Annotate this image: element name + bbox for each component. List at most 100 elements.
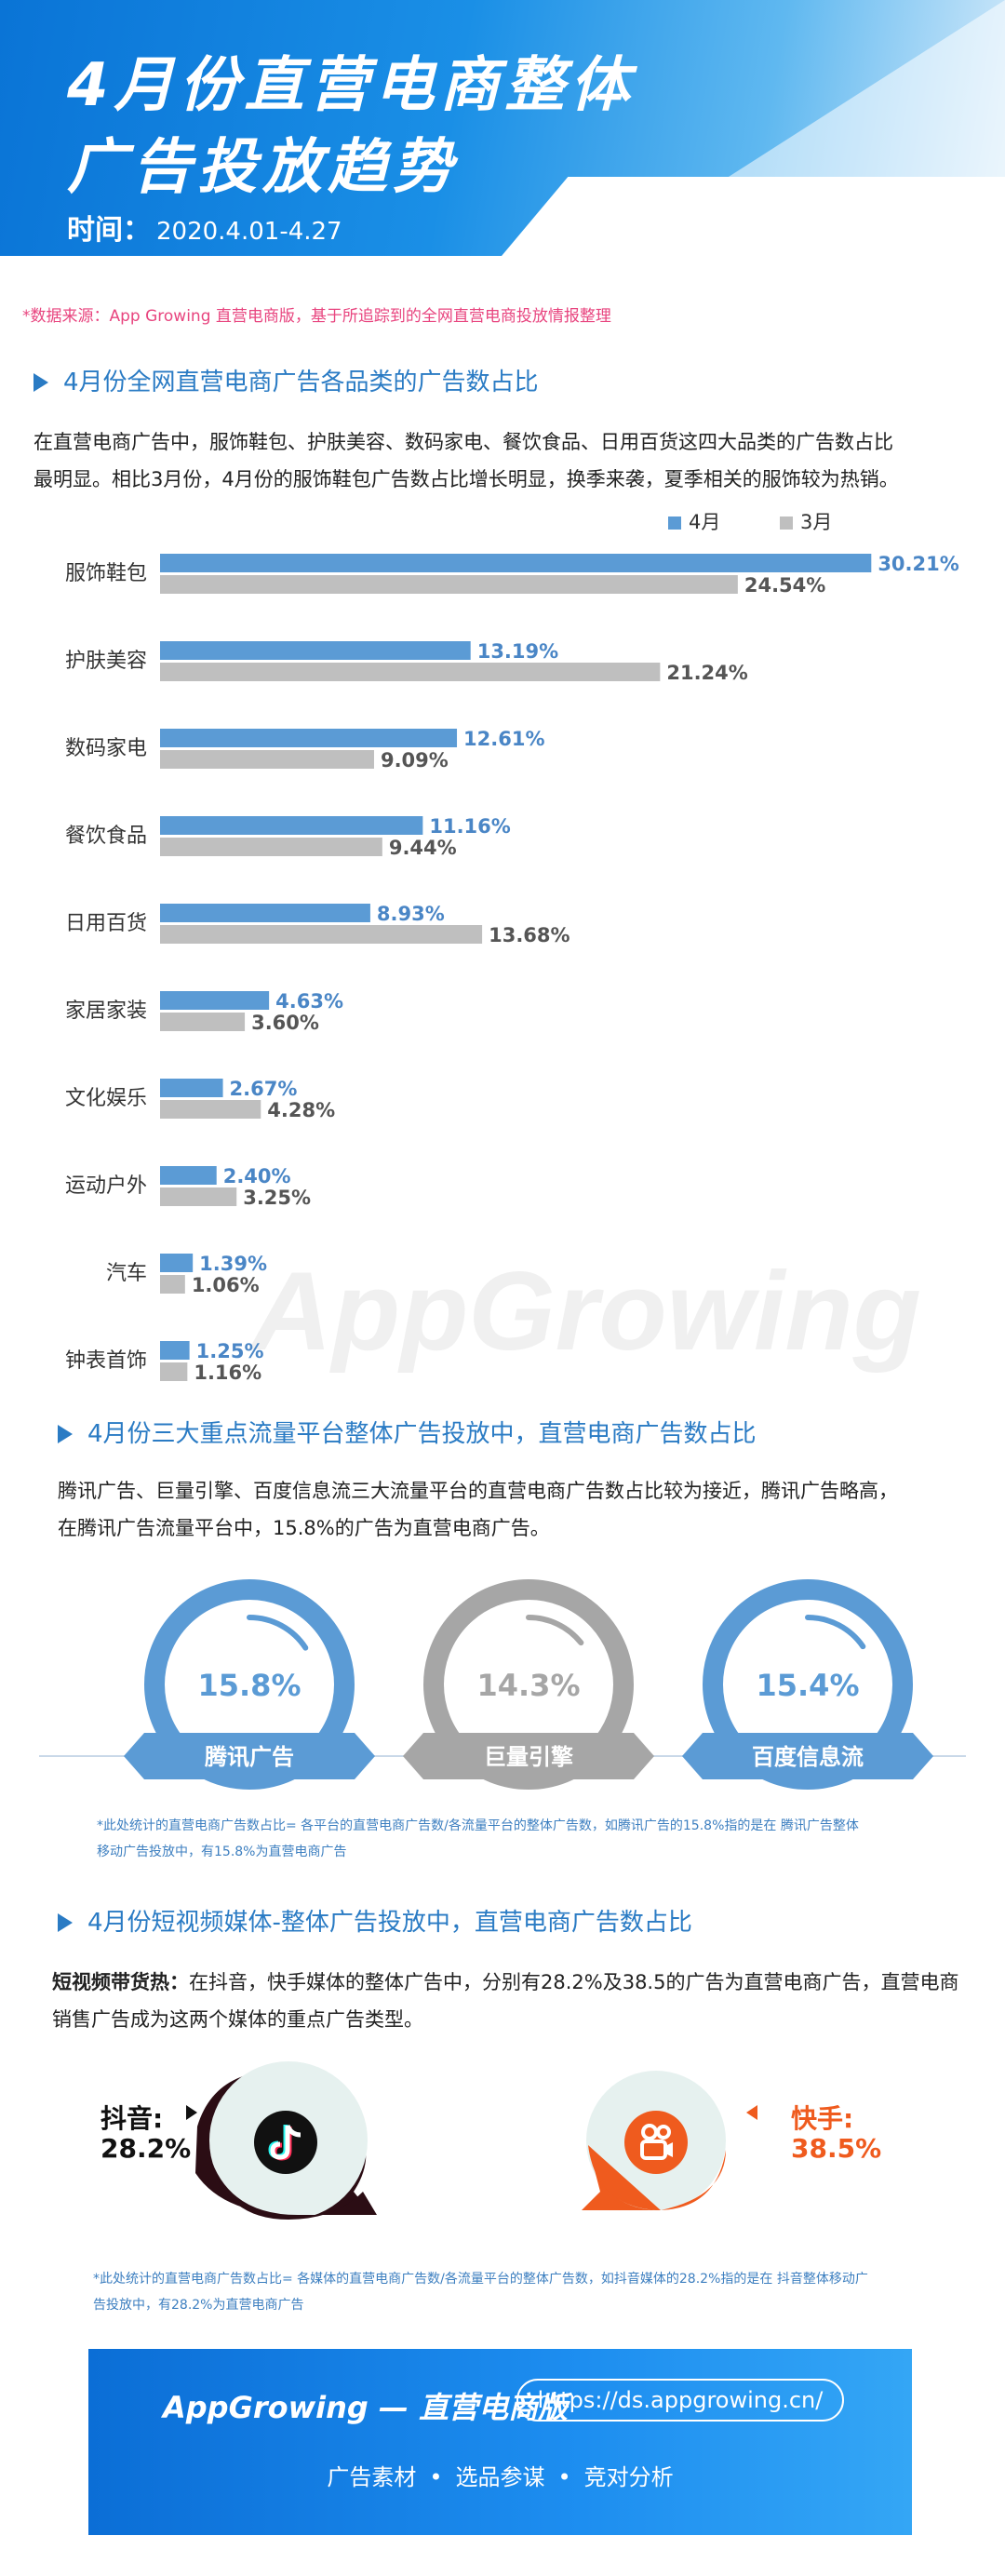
footer-url-link[interactable]: https://ds.appgrowing.cn/ xyxy=(516,2379,844,2422)
category-label: 钟表首饰 xyxy=(65,1349,147,1373)
platform-labels: 腾讯广告 巨量引擎 百度信息流 xyxy=(124,1733,933,1779)
triangle-bullet-icon xyxy=(58,1425,73,1443)
section3-para-bold: 短视频带货热： xyxy=(52,1971,189,1993)
data-label: 2.67% xyxy=(230,1078,298,1100)
section3-title: 4月份短视频媒体-整体广告投放中，直营电商广告数占比 xyxy=(58,1903,692,1938)
section1-title-text: 4月份全网直营电商广告各品类的广告数占比 xyxy=(63,369,539,396)
bar-march xyxy=(160,925,483,944)
donut-baidu: 15.4% xyxy=(696,1573,919,1796)
category-label: 护肤美容 xyxy=(65,650,147,673)
footer-links: 广告素材 • 选品参谋 • 竞对分析 xyxy=(88,2459,912,2491)
platform-tag xyxy=(403,1733,654,1779)
douyin-value: 28.2% xyxy=(100,2133,192,2164)
legend-swatch xyxy=(668,517,681,530)
bar-april xyxy=(160,1079,223,1097)
bar-march xyxy=(160,1275,185,1294)
data-label: 4.28% xyxy=(267,1099,335,1121)
section2-paragraph: 腾讯广告、巨量引擎、百度信息流三大流量平台的直营电商广告数占比较为接近，腾讯广告… xyxy=(58,1472,898,1547)
kuaishou-bubble-tail xyxy=(582,2145,726,2210)
footer-link-selection[interactable]: 选品参谋 xyxy=(455,2464,545,2490)
category-label: 文化娱乐 xyxy=(65,1087,147,1110)
footer-link-competitor[interactable]: 竞对分析 xyxy=(583,2464,674,2490)
triangle-bullet-icon xyxy=(58,1913,73,1932)
kuaishou-logo-icon xyxy=(624,2111,688,2174)
category-label: 服饰鞋包 xyxy=(65,562,147,585)
data-label: 3.25% xyxy=(243,1187,311,1209)
data-label: 1.39% xyxy=(199,1253,267,1275)
donut-share-arc xyxy=(805,1615,866,1650)
watermark-text: AppGrowing xyxy=(248,1249,921,1374)
bar-march xyxy=(160,663,661,681)
legend-swatch xyxy=(780,517,793,530)
bar-april xyxy=(160,554,872,572)
section3-para-rest: 在抖音，快手媒体的整体广告中，分别有28.2%及38.5的广告为直营电商广告，直… xyxy=(189,1971,959,1993)
section3-note-line2: 告投放中，有28.2%为直营电商广告 xyxy=(93,2298,304,2313)
bar-march xyxy=(160,750,374,769)
bullet-dot-icon: • xyxy=(429,2464,443,2490)
donut-juliang: 14.3% xyxy=(417,1573,640,1796)
bar-march xyxy=(160,1100,261,1119)
bar-april xyxy=(160,904,370,922)
bar-march xyxy=(160,1362,188,1381)
platform-tag xyxy=(124,1733,375,1779)
douyin-pointer-icon xyxy=(186,2105,197,2120)
legend-label: 4月 xyxy=(689,511,720,533)
category-label: 餐饮食品 xyxy=(65,825,147,848)
platform-name: 腾讯广告 xyxy=(205,1744,294,1770)
section2-note-line2: 移动广告投放中，有15.8%为直营电商广告 xyxy=(97,1845,347,1859)
data-label: 3.60% xyxy=(251,1012,319,1034)
section2-note: *此处统计的直营电商广告数占比= 各平台的直营电商广告数/各流量平台的整体广告数… xyxy=(97,1813,859,1865)
platform-name: 巨量引擎 xyxy=(484,1744,573,1770)
data-label: 9.44% xyxy=(389,837,457,859)
kuaishou-pointer-icon xyxy=(746,2105,757,2120)
triangle-bullet-icon xyxy=(34,373,48,392)
bar-april xyxy=(160,1341,190,1360)
kuaishou-value: 38.5% xyxy=(791,2133,882,2164)
douyin-name: 抖音: xyxy=(100,2103,164,2134)
category-label: 汽车 xyxy=(106,1262,147,1285)
category-label: 家居家装 xyxy=(65,1000,147,1023)
footer-link-materials[interactable]: 广告素材 xyxy=(327,2464,417,2490)
section2-note-line1: *此处统计的直营电商广告数占比= 各平台的直营电商广告数/各流量平台的整体广告数… xyxy=(97,1818,859,1833)
data-label: 12.61% xyxy=(463,728,544,750)
page-title-line1: 4月份直营电商整体 xyxy=(67,51,636,120)
section1-title: 4月份全网直营电商广告各品类的广告数占比 xyxy=(34,363,539,397)
section2-para-line2: 在腾讯广告流量平台中，15.8%的广告为直营电商广告。 xyxy=(58,1517,550,1539)
donut-share-arc xyxy=(247,1615,309,1651)
section1-para-line1: 在直营电商广告中，服饰鞋包、护肤美容、数码家电、餐饮食品、日用百货这四大品类的广… xyxy=(34,431,893,453)
platform-tag xyxy=(682,1733,933,1779)
data-label: 8.93% xyxy=(377,903,445,925)
header-decor-band xyxy=(474,177,1005,256)
section3-para-line2: 销售广告成为这两个媒体的重点广告类型。 xyxy=(52,2008,423,2031)
bar-april xyxy=(160,641,471,660)
donut-inner xyxy=(730,1606,886,1763)
section3-note: *此处统计的直营电商广告数占比= 各媒体的直营电商广告数/各流量平台的整体广告数… xyxy=(93,2266,868,2318)
time-range: 时间： 2020.4.01-4.27 xyxy=(67,207,342,248)
data-label: 1.06% xyxy=(192,1274,260,1296)
kuaishou-name: 快手: xyxy=(791,2103,854,2134)
category-label: 数码家电 xyxy=(65,737,147,760)
time-value: 2020.4.01-4.27 xyxy=(156,218,342,246)
category-label: 日用百货 xyxy=(65,912,147,935)
section3-paragraph: 短视频带货热：在抖音，快手媒体的整体广告中，分别有28.2%及38.5的广告为直… xyxy=(52,1964,958,2038)
donut-share-arc xyxy=(526,1615,584,1646)
platform-name: 百度信息流 xyxy=(752,1744,864,1770)
bullet-dot-icon: • xyxy=(557,2464,571,2490)
bar-april xyxy=(160,1166,217,1185)
donut-value: 15.8% xyxy=(197,1668,301,1703)
header-banner: 4月份直营电商整体 广告投放趋势 时间： 2020.4.01-4.27 xyxy=(0,0,1005,256)
data-label: 1.16% xyxy=(194,1362,261,1384)
data-label: 21.24% xyxy=(666,662,747,684)
bar-march xyxy=(160,1187,237,1206)
bar-april xyxy=(160,729,458,747)
donut-inner xyxy=(450,1606,607,1763)
donut-value: 15.4% xyxy=(756,1668,859,1703)
category-label: 运动户外 xyxy=(65,1174,147,1198)
section3-para-line1: 短视频带货热：在抖音，快手媒体的整体广告中，分别有28.2%及38.5的广告为直… xyxy=(52,1964,958,2001)
section2-title-text: 4月份三大重点流量平台整体广告投放中，直营电商广告数占比 xyxy=(87,1420,757,1448)
bar-march xyxy=(160,575,738,594)
section1-para-line2: 最明显。相比3月份，4月份的服饰鞋包广告数占比增长明显，换季来袭，夏季相关的服饰… xyxy=(34,468,899,490)
data-label: 1.25% xyxy=(196,1340,264,1362)
section3-note-line1: *此处统计的直营电商广告数占比= 各媒体的直营电商广告数/各流量平台的整体广告数… xyxy=(93,2272,868,2287)
